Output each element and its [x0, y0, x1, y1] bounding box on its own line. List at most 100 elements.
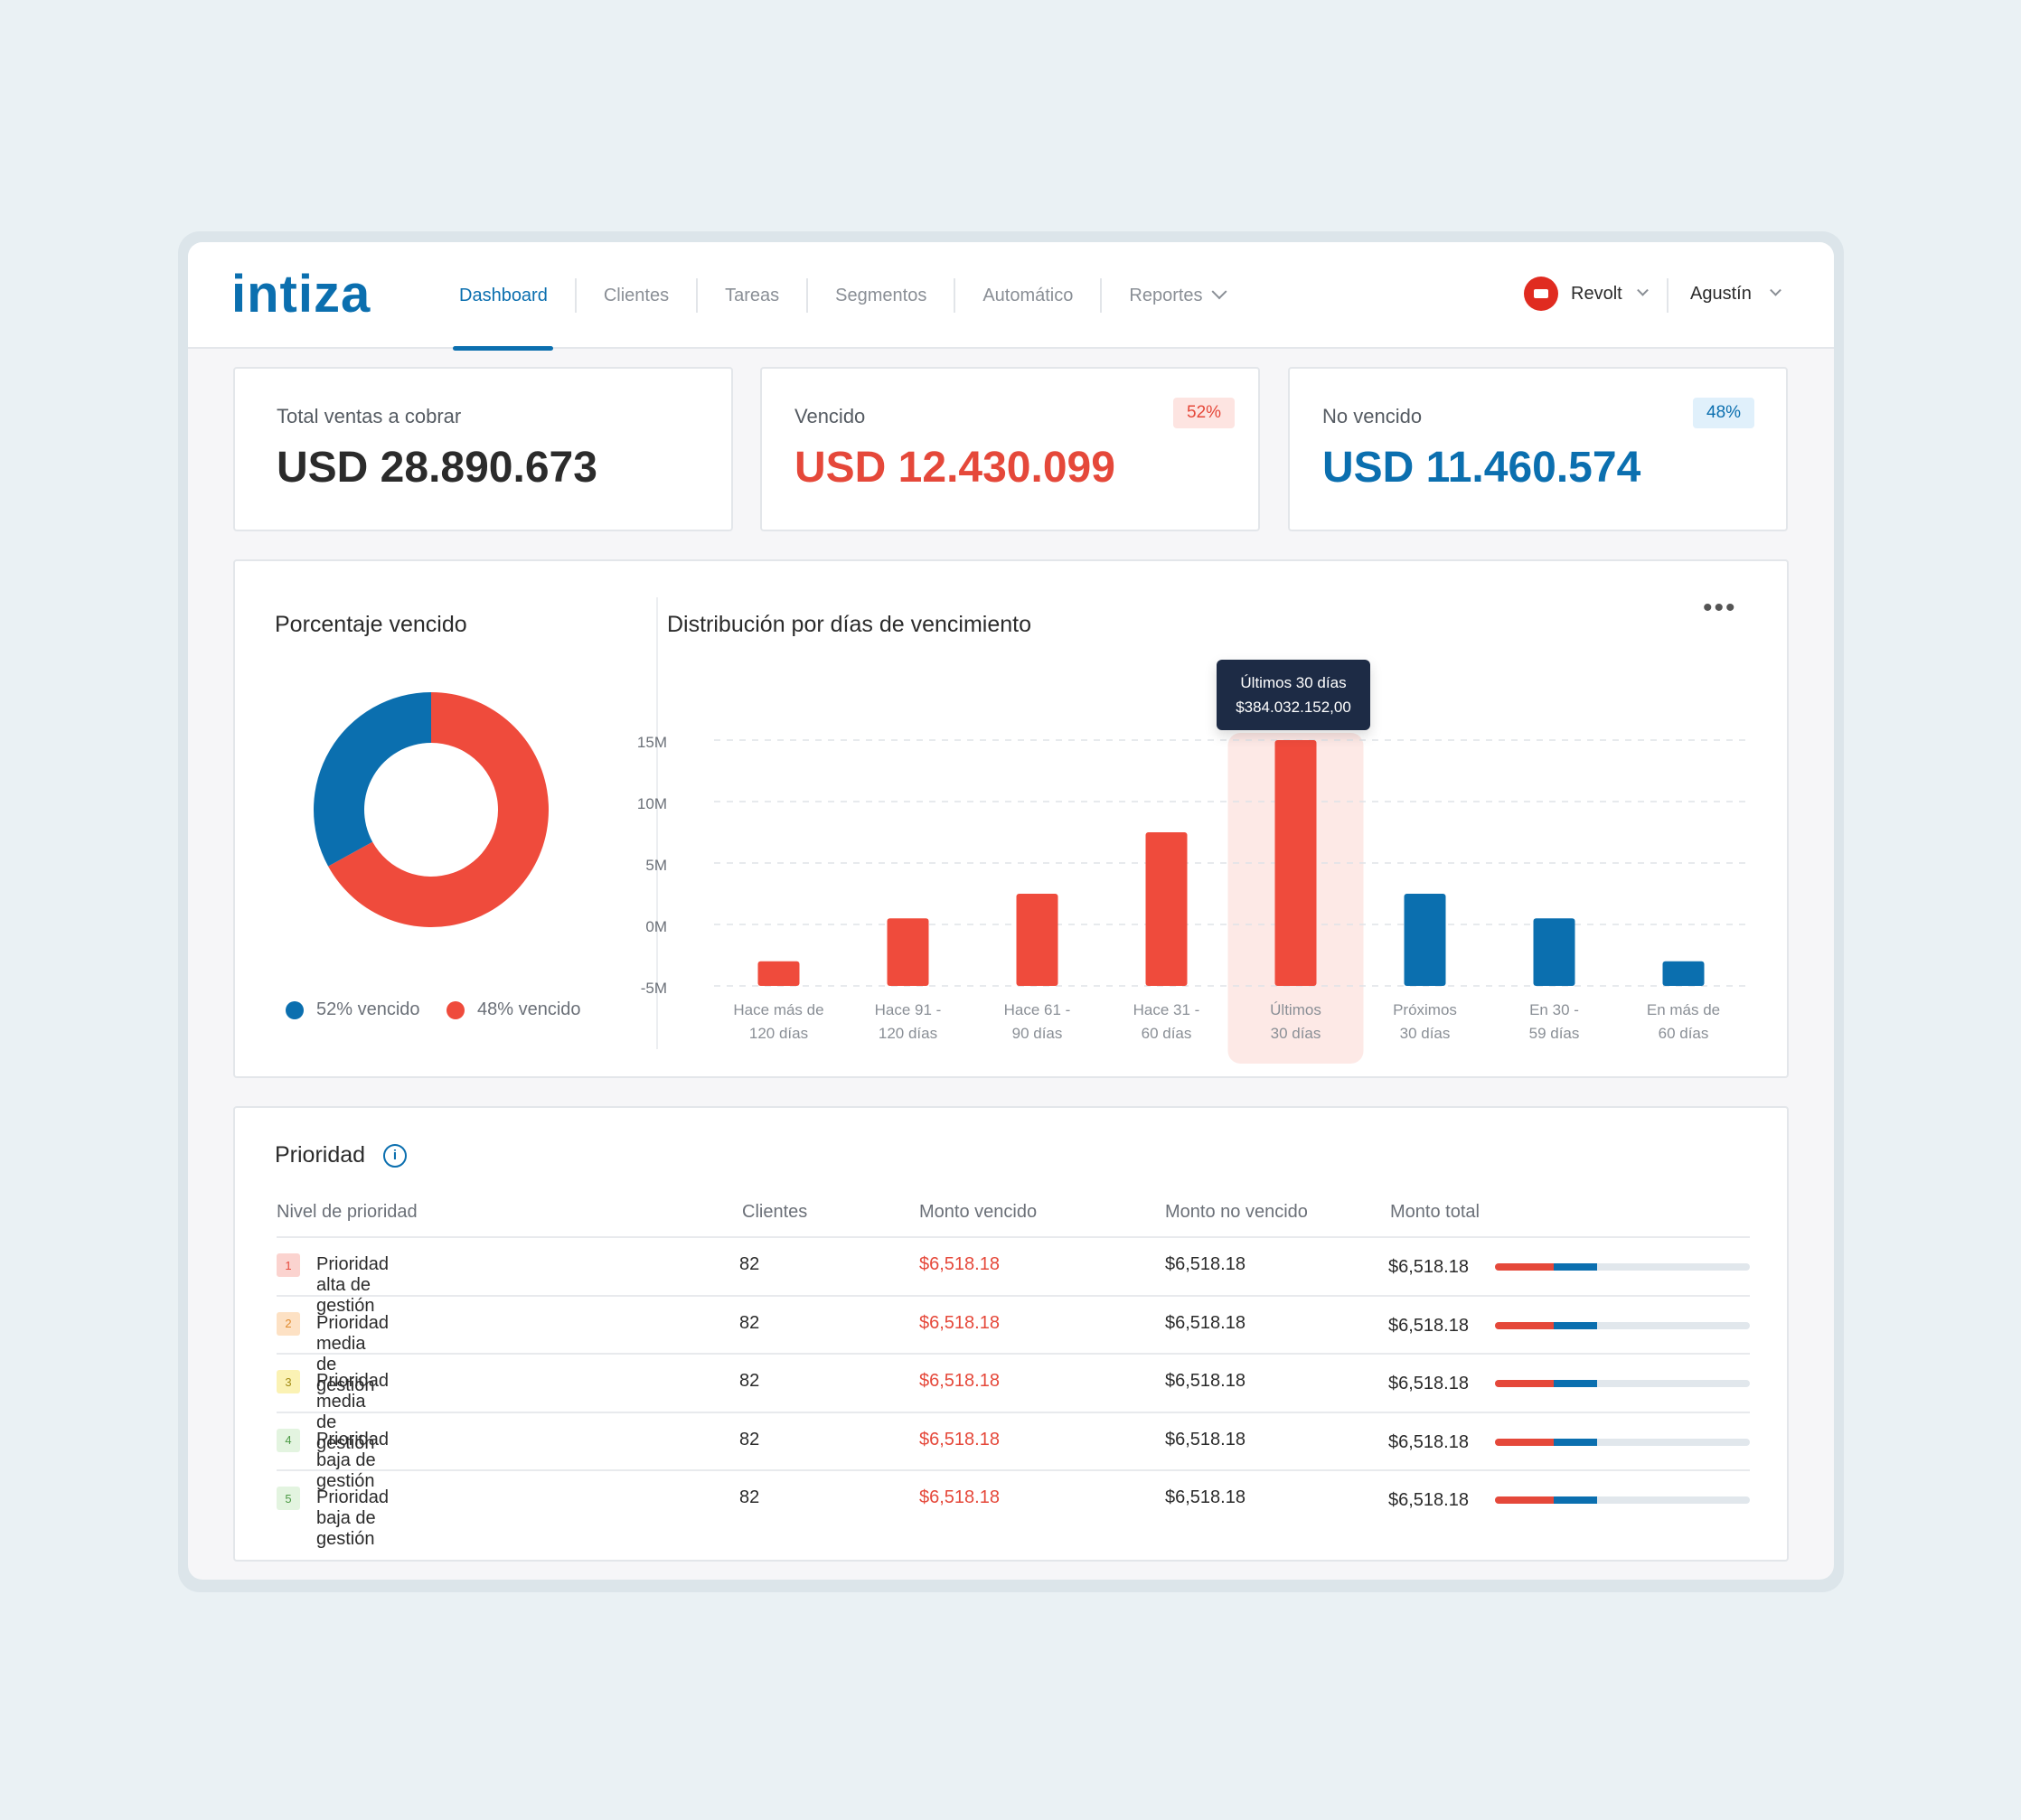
nav-tareas-label: Tareas — [725, 285, 780, 305]
progress-segment-not-overdue — [1553, 1263, 1597, 1271]
row-divider — [277, 1353, 1750, 1355]
clients-count: 82 — [739, 1254, 760, 1274]
donut-legend-item: 48% vencido — [446, 999, 581, 1020]
nav-dashboard-label: Dashboard — [459, 285, 548, 305]
y-tick-label: 15M — [636, 734, 667, 751]
company-logo-icon — [1524, 277, 1558, 311]
x-tick-label: Hace 91 - 120 días — [841, 999, 976, 1046]
x-tick-label: Últimos 30 días — [1228, 999, 1364, 1046]
kpi-value: USD 11.460.574 — [1322, 444, 1641, 492]
progress-segment-overdue — [1495, 1380, 1554, 1387]
tooltip-title: Últimos 30 días — [1240, 674, 1347, 691]
donut-slice — [314, 692, 431, 867]
kpi-value: USD 12.430.099 — [794, 444, 1115, 492]
progress-segment-overdue — [1495, 1321, 1554, 1329]
donut-chart — [314, 692, 549, 927]
nav-clientes-label: Clientes — [603, 285, 670, 305]
charts-card: Porcentaje vencido 52% vencido 48% venci… — [233, 559, 1789, 1078]
amount-total: $6,518.18 — [1388, 1315, 1469, 1336]
clients-count: 82 — [739, 1371, 760, 1391]
legend-dot — [446, 1000, 465, 1019]
progress-segment-not-overdue — [1553, 1438, 1597, 1446]
x-tick-label-line: Hace 61 - — [1003, 1001, 1071, 1018]
row-divider — [277, 1236, 1750, 1238]
company-name: Revolt — [1571, 283, 1622, 304]
total-progress-bar — [1495, 1321, 1750, 1329]
amount-overdue: $6,518.18 — [919, 1312, 1000, 1333]
nav-clientes[interactable]: Clientes — [577, 242, 696, 349]
progress-segment-overdue — [1495, 1438, 1554, 1446]
top-header: intiza Dashboard Clientes Tareas Segment… — [188, 242, 1834, 351]
nav-tareas[interactable]: Tareas — [698, 242, 806, 349]
kpi-badge: 52% — [1173, 398, 1236, 428]
priority-title: Prioridad — [275, 1142, 366, 1168]
chart-bar — [1274, 740, 1317, 986]
donut-legend-item: 52% vencido — [286, 999, 420, 1020]
amount-total: $6,518.18 — [1388, 1257, 1469, 1277]
priority-level-badge: 1 — [277, 1253, 300, 1277]
priority-name: Prioridad alta de gestión — [316, 1254, 390, 1316]
kpi-card-total: Total ventas a cobrar USD 28.890.673 — [233, 367, 733, 531]
company-selector[interactable]: Revolt — [1524, 277, 1649, 311]
legend-label: 48% vencido — [477, 999, 581, 1019]
column-header: Clientes — [742, 1202, 808, 1222]
bar-chart — [714, 733, 1748, 1064]
chevron-down-icon — [1769, 284, 1781, 296]
priority-name: Prioridad baja de gestión — [316, 1429, 390, 1491]
progress-segment-not-overdue — [1553, 1380, 1597, 1387]
legend-dot — [286, 1000, 304, 1019]
x-tick-label-line: 60 días — [1658, 1025, 1709, 1042]
user-menu[interactable]: Agustín — [1690, 277, 1781, 311]
main-nav: Dashboard Clientes Tareas Segmentos Auto… — [432, 242, 1252, 351]
priority-level-badge: 5 — [277, 1487, 300, 1510]
total-progress-bar — [1495, 1263, 1750, 1271]
x-tick-label: En más de 60 días — [1616, 999, 1752, 1046]
nav-divider — [954, 278, 956, 313]
chart-bar — [1662, 961, 1705, 986]
chart-divider — [656, 597, 658, 1049]
nav-dashboard[interactable]: Dashboard — [432, 242, 575, 351]
amount-overdue: $6,518.18 — [919, 1254, 1000, 1274]
priority-name: Prioridad media de gestión — [316, 1371, 390, 1453]
y-tick-label: -5M — [640, 980, 667, 997]
column-header: Monto total — [1390, 1202, 1480, 1222]
chart-bar — [757, 961, 800, 986]
chevron-down-icon — [1636, 284, 1649, 296]
total-progress-bar — [1495, 1380, 1750, 1387]
progress-segment-overdue — [1495, 1263, 1554, 1271]
nav-segmentos[interactable]: Segmentos — [808, 242, 954, 349]
amount-not-overdue: $6,518.18 — [1165, 1312, 1246, 1333]
chart-bar — [1145, 832, 1188, 986]
more-options-icon[interactable]: ••• — [1703, 593, 1737, 623]
nav-automatico[interactable]: Automático — [955, 242, 1100, 349]
x-tick-label-line: Últimos — [1270, 1001, 1321, 1018]
nav-reportes[interactable]: Reportes — [1102, 242, 1251, 349]
x-tick-label-line: 60 días — [1141, 1025, 1192, 1042]
chart-tooltip: Últimos 30 días $384.032.152,00 — [1217, 660, 1370, 730]
donut-slice — [328, 692, 549, 927]
header-divider — [1667, 278, 1668, 313]
amount-not-overdue: $6,518.18 — [1165, 1487, 1246, 1507]
x-tick-label-line: Hace 91 - — [874, 1001, 942, 1018]
y-tick-label: 5M — [645, 857, 667, 874]
amount-overdue: $6,518.18 — [919, 1429, 1000, 1449]
info-icon[interactable]: i — [383, 1144, 407, 1168]
clients-count: 82 — [739, 1487, 760, 1507]
x-tick-label-line: 120 días — [878, 1025, 938, 1042]
total-progress-bar — [1495, 1438, 1750, 1446]
legend-label: 52% vencido — [316, 999, 420, 1019]
x-tick-label-line: Hace 31 - — [1133, 1001, 1200, 1018]
app-window: intiza Dashboard Clientes Tareas Segment… — [188, 242, 1834, 1580]
amount-not-overdue: $6,518.18 — [1165, 1254, 1246, 1274]
x-tick-label: En 30 - 59 días — [1487, 999, 1622, 1046]
logo[interactable]: intiza — [231, 265, 371, 324]
chevron-down-icon — [1211, 284, 1227, 300]
priority-level-badge: 2 — [277, 1311, 300, 1336]
progress-segment-not-overdue — [1553, 1321, 1597, 1329]
nav-segmentos-label: Segmentos — [835, 285, 927, 305]
amount-not-overdue: $6,518.18 — [1165, 1371, 1246, 1391]
column-header: Monto no vencido — [1165, 1202, 1308, 1222]
total-progress-bar — [1495, 1496, 1750, 1504]
x-tick-label-line: 30 días — [1270, 1025, 1321, 1042]
kpi-label: Vencido — [794, 405, 866, 427]
